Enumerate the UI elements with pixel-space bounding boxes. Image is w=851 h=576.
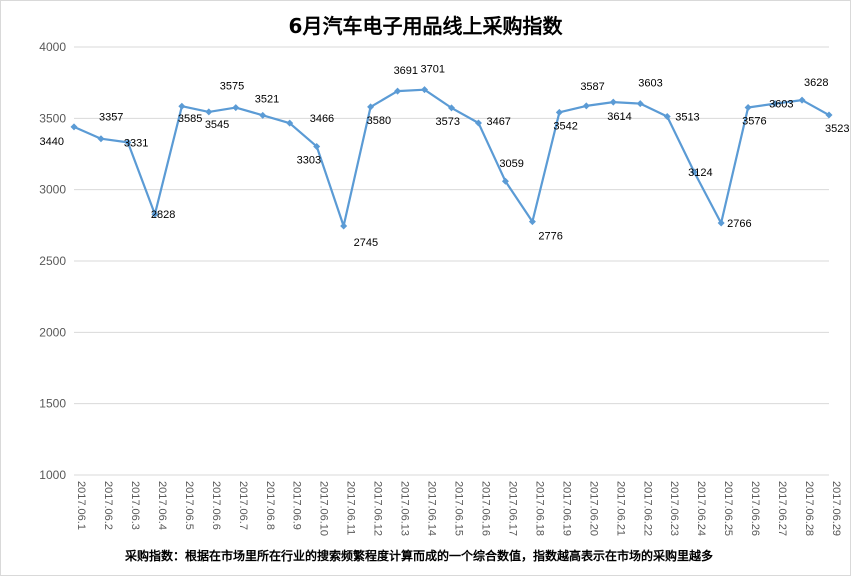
data-label: 3603 [638,78,662,90]
data-label: 3573 [436,116,460,128]
x-tick-label: 2017.06.26 [749,481,761,536]
data-label: 3691 [394,65,418,77]
data-point [286,119,294,127]
x-tick-label: 2017.06.3 [129,481,141,530]
data-label: 3521 [255,93,279,105]
x-tick-label: 2017.06.28 [803,481,815,536]
x-tick-label: 2017.06.20 [587,481,599,536]
data-point [825,111,833,119]
data-point [421,86,429,94]
x-tick-label: 2017.06.29 [830,481,842,536]
data-point [501,177,509,185]
x-tick-label: 2017.06.24 [695,481,707,536]
data-label: 3575 [220,81,244,93]
x-tick-label: 2017.06.1 [75,481,87,530]
data-label: 3585 [178,113,202,125]
data-label: 3357 [99,112,123,124]
data-point [663,112,671,120]
data-label: 3614 [607,111,631,123]
data-label: 2776 [538,231,562,243]
data-point [448,104,455,112]
data-label: 3523 [825,123,849,135]
x-tick-label: 2017.06.25 [722,481,734,536]
data-label: 2766 [727,218,751,230]
data-label: 3576 [742,115,766,127]
data-label: 3440 [40,136,64,148]
data-label: 2828 [151,209,175,221]
y-tick-label: 3500 [39,111,66,125]
data-label: 3542 [553,120,577,132]
data-point [313,142,321,150]
y-tick-label: 3000 [39,183,66,197]
data-label: 3303 [297,154,321,166]
footnote: 采购指数：根据在市场里所在行业的搜索频繁程度计算而成的一个综合数值，指数越高表示… [125,549,714,563]
data-point [124,138,132,146]
data-label: 3628 [804,77,828,89]
data-point [178,102,186,110]
y-tick-label: 4000 [39,40,66,54]
x-tick-label: 2017.06.14 [426,481,438,536]
data-point [528,218,536,226]
data-label: 3587 [580,81,604,93]
data-label: 3466 [310,113,334,125]
y-tick-label: 2500 [39,254,66,268]
data-point [798,96,806,104]
x-tick-label: 2017.06.17 [506,481,518,536]
x-tick-label: 2017.06.16 [479,481,491,536]
data-point [367,103,375,111]
data-point [609,98,617,106]
x-tick-label: 2017.06.5 [183,481,195,530]
data-point [636,100,644,108]
x-tick-label: 2017.06.9 [291,481,303,530]
data-label: 3545 [205,119,229,131]
data-label: 3701 [421,64,445,76]
data-point [555,108,563,116]
y-tick-label: 2000 [39,325,66,339]
x-tick-label: 2017.06.27 [776,481,788,536]
x-tick-label: 2017.06.10 [318,481,330,536]
data-point [70,123,78,131]
x-tick-label: 2017.06.18 [533,481,545,536]
x-tick-label: 2017.06.11 [345,481,357,535]
x-tick-label: 2017.06.7 [237,481,249,530]
x-tick-label: 2017.06.6 [210,481,222,530]
data-label: 3467 [486,116,510,128]
data-point [690,168,698,176]
x-tick-label: 2017.06.23 [668,481,680,536]
data-label: 3059 [499,158,523,170]
data-point [97,135,105,143]
x-tick-label: 2017.06.13 [399,481,411,536]
data-label: 3331 [124,137,148,149]
x-tick-label: 2017.06.2 [102,481,114,530]
x-tick-label: 2017.06.15 [453,481,465,536]
x-tick-label: 2017.06.4 [156,481,168,530]
y-tick-label: 1500 [39,397,66,411]
data-point [394,87,402,95]
data-label: 3603 [769,99,793,111]
data-point [340,222,348,230]
data-label: 2745 [354,237,378,249]
chart-title: 6月汽车电子用品线上采购指数 [288,14,563,38]
data-label: 3124 [688,167,712,179]
data-point [717,219,725,227]
x-tick-label: 2017.06.22 [641,481,653,536]
x-tick-label: 2017.06.19 [560,481,572,536]
data-point [771,100,779,108]
data-point [744,103,752,111]
data-point [232,104,240,112]
data-label: 3513 [675,111,699,123]
data-point [151,210,159,218]
x-tick-label: 2017.06.12 [372,481,384,536]
x-tick-label: 2017.06.8 [264,481,276,530]
data-point [205,108,213,116]
data-point [259,111,267,119]
data-point [474,119,482,127]
x-tick-label: 2017.06.21 [614,481,626,536]
data-point [582,102,590,110]
data-label: 3580 [367,115,391,127]
y-tick-label: 1000 [39,468,66,482]
